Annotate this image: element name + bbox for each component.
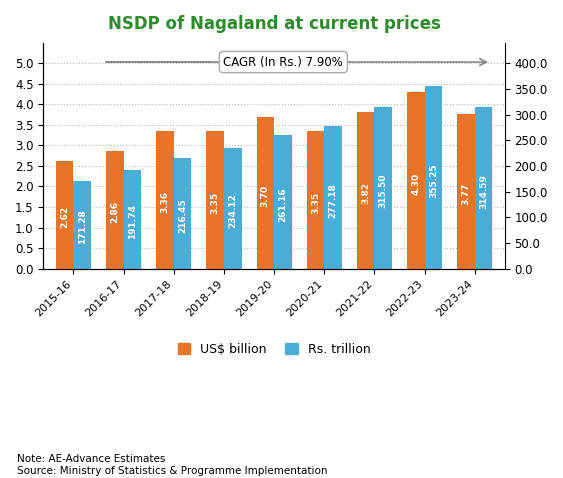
Text: 261.16: 261.16 [279, 187, 287, 222]
Bar [257, 117, 274, 269]
Bar [174, 158, 191, 269]
Legend: US$ billion, Rs. trillion: US$ billion, Rs. trillion [173, 338, 376, 361]
Title: NSDP of Nagaland at current prices: NSDP of Nagaland at current prices [108, 15, 441, 33]
Bar [307, 131, 324, 269]
Text: 3.77: 3.77 [462, 183, 471, 206]
Text: 315.50: 315.50 [379, 174, 388, 208]
Text: 191.74: 191.74 [128, 204, 137, 239]
Bar [224, 149, 242, 269]
Bar [124, 170, 141, 269]
Text: 2.86: 2.86 [110, 201, 119, 223]
Bar [274, 135, 292, 269]
Text: 216.45: 216.45 [178, 198, 187, 233]
Text: 234.12: 234.12 [228, 194, 237, 228]
Bar [457, 114, 475, 269]
Bar [324, 126, 342, 269]
Text: 277.18: 277.18 [329, 183, 338, 218]
Bar [73, 181, 91, 269]
Text: 355.25: 355.25 [429, 164, 438, 198]
Text: 3.35: 3.35 [211, 192, 220, 214]
Text: Note: AE-Advance Estimates
Source: Ministry of Statistics & Programme Implementa: Note: AE-Advance Estimates Source: Minis… [17, 454, 328, 476]
Text: 3.36: 3.36 [160, 191, 169, 214]
Text: 171.28: 171.28 [78, 209, 87, 244]
Text: CAGR (In Rs.) 7.90%: CAGR (In Rs.) 7.90% [224, 55, 343, 68]
Text: 2.62: 2.62 [60, 206, 69, 228]
Bar [207, 131, 224, 269]
Bar [475, 107, 493, 269]
Text: 3.35: 3.35 [311, 192, 320, 214]
Bar [357, 112, 374, 269]
Bar [374, 107, 392, 269]
Text: 4.30: 4.30 [412, 173, 421, 195]
Bar [106, 151, 124, 269]
Text: 3.70: 3.70 [261, 185, 270, 207]
Text: 314.59: 314.59 [479, 174, 488, 208]
Text: 3.82: 3.82 [361, 182, 370, 205]
Bar [407, 92, 425, 269]
Bar [425, 87, 442, 269]
Bar [156, 130, 174, 269]
Bar [56, 161, 73, 269]
